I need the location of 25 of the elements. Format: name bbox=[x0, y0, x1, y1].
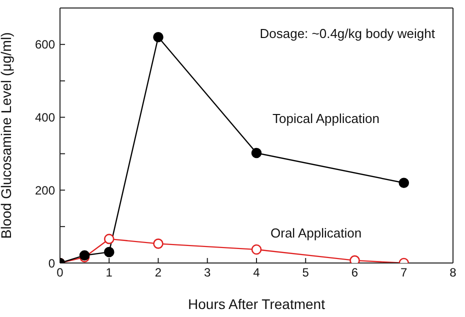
y-tick-label: 400 bbox=[34, 110, 56, 125]
x-tick-label: 5 bbox=[302, 266, 310, 280]
annotation: Dosage: ~0.4g/kg body weight bbox=[260, 26, 435, 41]
y-tick-label: 200 bbox=[34, 183, 56, 198]
point bbox=[104, 246, 114, 258]
x-tick-label: 6 bbox=[351, 266, 358, 280]
x-tick-label: 4 bbox=[253, 266, 260, 280]
point bbox=[153, 238, 164, 249]
x-tick-label: 8 bbox=[450, 266, 457, 280]
point bbox=[398, 178, 410, 188]
point bbox=[153, 32, 164, 42]
point bbox=[251, 244, 262, 255]
y-tick-label: 0 bbox=[48, 256, 56, 270]
x-tick-label: 1 bbox=[106, 266, 113, 280]
x-tick-label: 2 bbox=[154, 266, 162, 280]
point bbox=[104, 234, 114, 244]
x-tick-label: 3 bbox=[204, 266, 212, 280]
point bbox=[251, 148, 262, 158]
x-tick-label: 7 bbox=[400, 266, 408, 280]
x-axis-title: Hours After Treatment bbox=[188, 296, 326, 312]
y-axis-title: Blood Glucosamine Level (μg/ml) bbox=[0, 32, 14, 239]
point bbox=[350, 255, 360, 263]
text: Topical Application bbox=[272, 110, 380, 126]
series-label: Oral Application bbox=[270, 226, 362, 241]
y-tick-label: 600 bbox=[34, 38, 56, 52]
